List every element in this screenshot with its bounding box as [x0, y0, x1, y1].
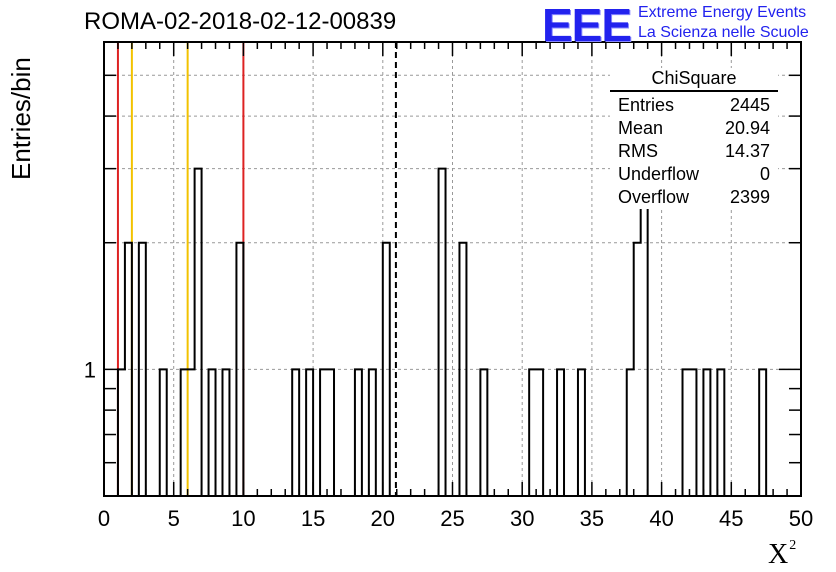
logo-line-1: Extreme Energy Events — [638, 4, 807, 21]
x-tick-label: 35 — [580, 506, 604, 531]
x-tick-label: 30 — [510, 506, 534, 531]
y-tick-label: 1 — [84, 357, 96, 382]
stats-label: Overflow — [618, 187, 690, 207]
x-axis-label-sup: 2 — [789, 538, 797, 553]
stats-row: RMS 14.37 — [610, 140, 778, 163]
x-tick-label: 45 — [719, 506, 743, 531]
stats-label: Entries — [618, 95, 675, 115]
y-axis-label: Entries/bin — [6, 57, 36, 180]
x-axis-label: X2 — [768, 538, 796, 571]
axis-ticks — [103, 42, 802, 496]
stats-title: ChiSquare — [610, 68, 778, 92]
x-tick-label: 0 — [98, 506, 110, 531]
stats-label: RMS — [618, 141, 658, 161]
x-tick-label: 5 — [168, 506, 180, 531]
eee-logo: EEE — [542, 0, 632, 51]
y-tick-labels: 1 — [84, 357, 96, 382]
stats-label: Mean — [618, 118, 664, 138]
stats-value: 0 — [759, 164, 770, 184]
stats-row: Overflow 2399 — [610, 186, 778, 209]
logo-line-2: La Scienza nelle Scuole — [638, 24, 809, 41]
stats-label: Underflow — [618, 164, 700, 184]
x-tick-label: 10 — [231, 506, 255, 531]
stats-row: Entries 2445 — [610, 94, 778, 117]
histogram-step-line — [116, 167, 768, 496]
x-axis-label-main: X — [768, 539, 789, 570]
stats-row: Mean 20.94 — [610, 117, 778, 140]
chart-title: ROMA-02-2018-02-12-00839 — [84, 8, 397, 35]
stats-value: 20.94 — [724, 118, 770, 138]
stats-value: 2399 — [729, 187, 770, 207]
x-tick-label: 40 — [649, 506, 673, 531]
stats-row: Underflow 0 — [610, 163, 778, 186]
stats-value: 14.37 — [724, 141, 770, 161]
x-tick-label: 20 — [371, 506, 395, 531]
x-tick-label: 15 — [301, 506, 325, 531]
stats-box: ChiSquare Entries 2445 Mean 20.94 RMS 14… — [610, 68, 778, 209]
x-tick-label: 50 — [789, 506, 813, 531]
x-tick-labels: 0 5 10 15 20 25 30 35 40 45 50 — [98, 506, 813, 531]
x-tick-label: 25 — [440, 506, 464, 531]
stats-value: 2445 — [729, 95, 770, 115]
